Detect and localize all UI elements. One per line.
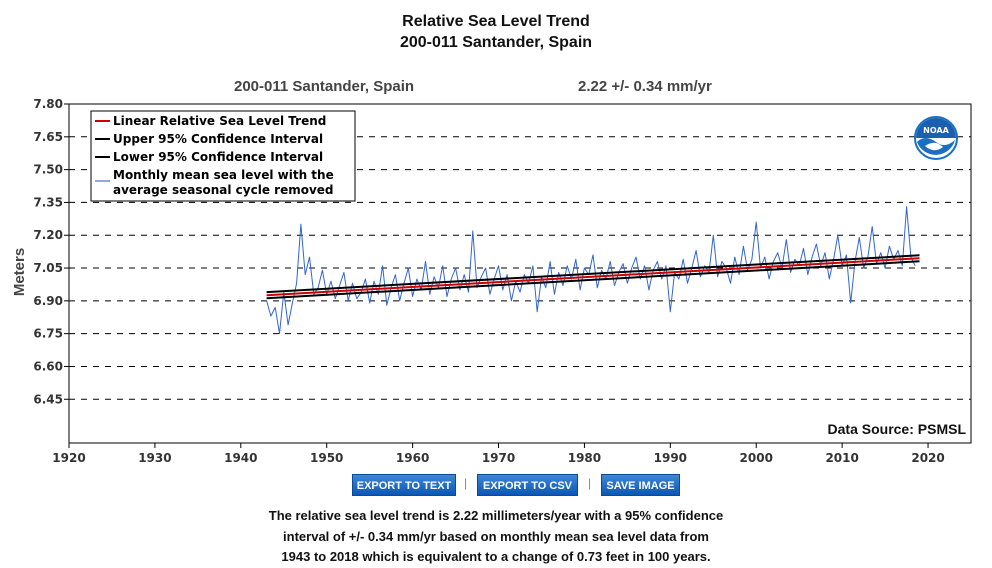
x-tick-label: 2000 (740, 451, 773, 465)
export-to-csv-button[interactable]: EXPORT TO CSV (477, 474, 578, 496)
x-tick-label: 1990 (654, 451, 687, 465)
x-tick-label: 1980 (568, 451, 601, 465)
data-source-label: Data Source: PSMSL (828, 421, 967, 437)
legend-label-upper: Upper 95% Confidence Interval (113, 132, 323, 146)
x-tick-label: 2020 (911, 451, 944, 465)
y-tick-label: 7.05 (33, 261, 63, 275)
x-tick-label: 2010 (825, 451, 858, 465)
x-tick-label: 1940 (224, 451, 257, 465)
monthly-sea-level-line (266, 206, 916, 335)
save-image-button[interactable]: SAVE IMAGE (601, 474, 680, 496)
x-tick-label: 1970 (482, 451, 515, 465)
summary-line-1: The relative sea level trend is 2.22 mil… (268, 508, 724, 523)
y-axis-label: Meters (11, 248, 28, 296)
y-tick-label: 7.35 (33, 195, 63, 209)
export-to-text-button[interactable]: EXPORT TO TEXT (352, 474, 456, 496)
trend-rate: 2.22 +/- 0.34 mm/yr (578, 78, 712, 95)
legend: Linear Relative Sea Level Trend Upper 95… (90, 110, 356, 202)
lower-confidence-line (266, 260, 920, 300)
trend-line (266, 257, 920, 297)
legend-label-trend: Linear Relative Sea Level Trend (113, 114, 326, 128)
legend-box (90, 110, 356, 202)
y-tick-label: 6.45 (33, 392, 63, 406)
summary-line-2: interval of +/- 0.34 mm/yr based on mont… (283, 528, 709, 544)
y-tick-label: 6.75 (33, 327, 63, 341)
y-tick-label: 7.50 (33, 163, 63, 177)
legend-label-lower: Lower 95% Confidence Interval (113, 150, 323, 164)
y-tick-label: 6.90 (33, 294, 63, 308)
summary-line-3: 1943 to 2018 which is equivalent to a ch… (281, 549, 711, 564)
y-tick-label: 7.80 (33, 97, 63, 111)
button-separator: | (588, 476, 592, 490)
axes: 7.80 7.65 7.50 7.35 7.20 7.05 6.90 6.75 6.60 6.45… (33, 97, 944, 465)
series-layer (266, 206, 920, 335)
chart-title: Relative Sea Level Trend (402, 13, 590, 30)
sea-level-chart: 7.80 7.65 7.50 7.35 7.20 7.05 6.90 6.75 6.60 6.45… (11, 97, 972, 465)
button-separator: | (464, 476, 468, 490)
chart-subtitle: 200-011 Santander, Spain (399, 34, 593, 51)
x-tick-label: 1920 (52, 451, 85, 465)
noaa-logo-text: NOAA (923, 126, 949, 135)
station-name: 200-011 Santander, Spain (234, 78, 415, 95)
upper-confidence-line (266, 254, 920, 294)
trend-summary: The relative sea level trend is 2.22 mil… (196, 506, 796, 568)
legend-label-monthly-2: average seasonal cycle removed (113, 183, 334, 197)
y-tick-label: 7.20 (33, 228, 63, 242)
x-tick-label: 1950 (310, 451, 343, 465)
y-tick-label: 6.60 (33, 359, 63, 373)
y-tick-label: 7.65 (33, 130, 63, 144)
legend-label-monthly-1: Monthly mean sea level with the (113, 168, 334, 182)
x-tick-label: 1960 (396, 451, 429, 465)
x-tick-label: 1930 (138, 451, 171, 465)
noaa-logo: NOAA (914, 116, 958, 160)
